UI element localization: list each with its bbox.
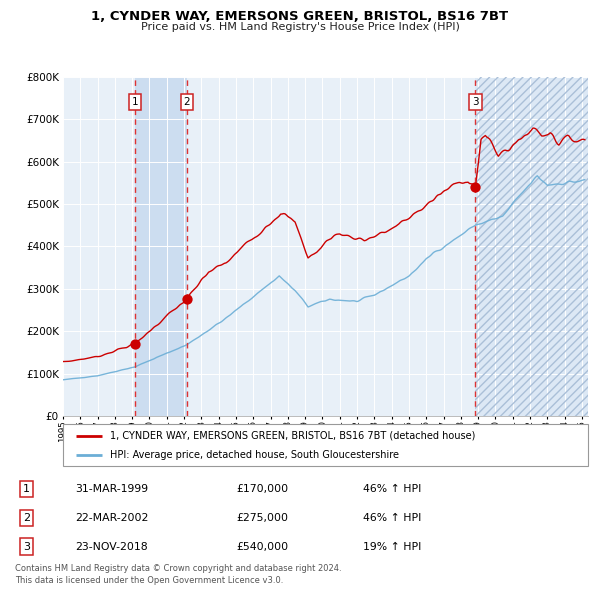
Point: [130, 339, 140, 349]
Text: HPI: Average price, detached house, South Gloucestershire: HPI: Average price, detached house, Sout…: [110, 451, 399, 460]
Text: 31-MAR-1999: 31-MAR-1999: [76, 484, 148, 494]
Text: 1, CYNDER WAY, EMERSONS GREEN, BRISTOL, BS16 7BT (detached house): 1, CYNDER WAY, EMERSONS GREEN, BRISTOL, …: [110, 431, 476, 441]
Text: 46% ↑ HPI: 46% ↑ HPI: [364, 513, 422, 523]
Point: [182, 294, 192, 304]
Text: 3: 3: [472, 97, 479, 107]
Bar: [135, 77, 187, 416]
Text: 22-MAR-2002: 22-MAR-2002: [76, 513, 149, 523]
Text: 2: 2: [184, 97, 190, 107]
Text: 2: 2: [23, 513, 30, 523]
Text: £275,000: £275,000: [236, 513, 289, 523]
Text: 1: 1: [132, 97, 139, 107]
Point: [470, 182, 480, 192]
Text: Contains HM Land Registry data © Crown copyright and database right 2024.
This d: Contains HM Land Registry data © Crown c…: [15, 564, 341, 585]
Text: 19% ↑ HPI: 19% ↑ HPI: [364, 542, 422, 552]
Text: 1: 1: [23, 484, 30, 494]
Text: Price paid vs. HM Land Registry's House Price Index (HPI): Price paid vs. HM Land Registry's House …: [140, 22, 460, 32]
Text: £170,000: £170,000: [236, 484, 289, 494]
Bar: [475, 77, 588, 416]
Text: £540,000: £540,000: [236, 542, 289, 552]
Bar: [475, 77, 588, 416]
Text: 23-NOV-2018: 23-NOV-2018: [76, 542, 148, 552]
Text: 46% ↑ HPI: 46% ↑ HPI: [364, 484, 422, 494]
Text: 1, CYNDER WAY, EMERSONS GREEN, BRISTOL, BS16 7BT: 1, CYNDER WAY, EMERSONS GREEN, BRISTOL, …: [91, 10, 509, 23]
Text: 3: 3: [23, 542, 30, 552]
